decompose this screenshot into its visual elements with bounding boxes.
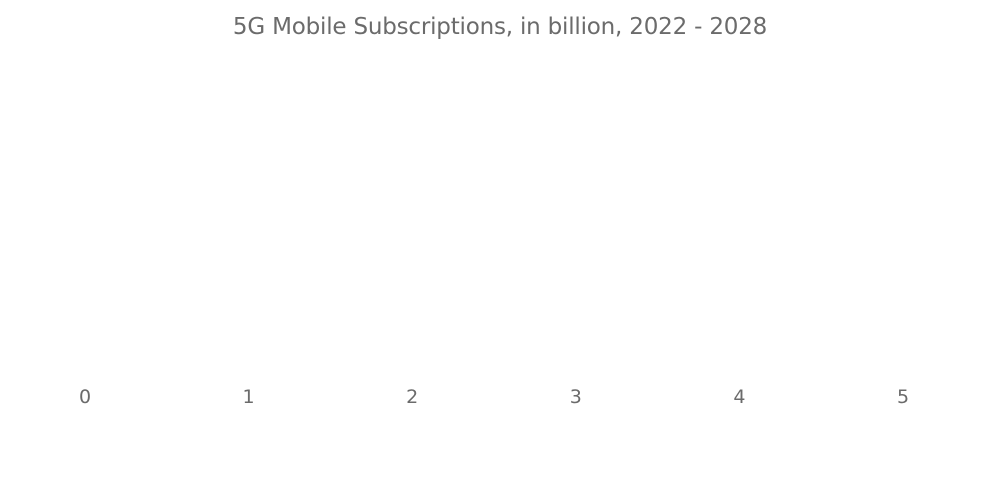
x-tick-label: 1 bbox=[243, 386, 255, 408]
chart-title: 5G Mobile Subscriptions, in billion, 202… bbox=[232, 14, 768, 40]
x-tick-label: 4 bbox=[733, 386, 745, 408]
x-tick-label: 2 bbox=[406, 386, 418, 408]
x-tick-label: 3 bbox=[570, 386, 582, 408]
x-tick-label: 5 bbox=[897, 386, 909, 408]
x-axis: 0 1 2 3 4 5 bbox=[79, 386, 909, 408]
x-tick-label: 0 bbox=[79, 386, 91, 408]
